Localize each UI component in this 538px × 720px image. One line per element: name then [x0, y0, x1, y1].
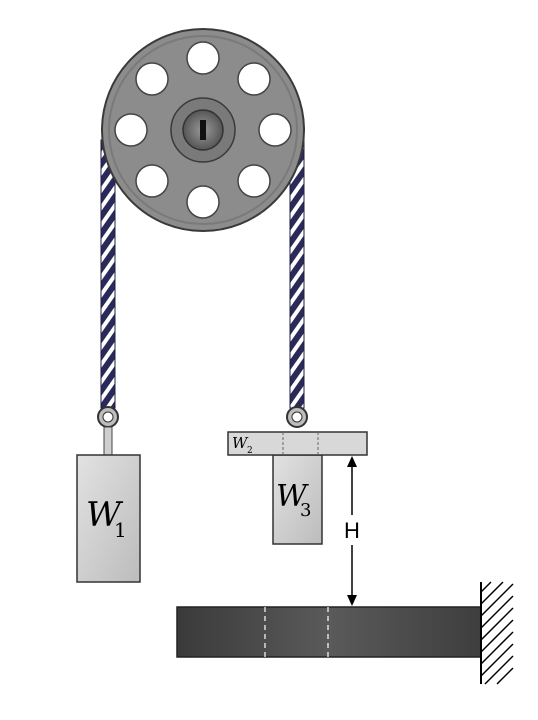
pulley-hole	[258, 113, 292, 147]
block-w1	[76, 454, 141, 583]
pulley-hole	[186, 185, 220, 219]
hook-left	[97, 406, 119, 456]
label-w3: W	[276, 479, 309, 514]
label-w2: W	[232, 434, 249, 452]
hook-right	[286, 406, 308, 428]
pulley-hole	[186, 41, 220, 75]
label-w1-sub: 1	[114, 518, 127, 542]
rope-right	[289, 139, 305, 409]
cantilever-bar	[176, 606, 482, 658]
pulley-hole	[114, 113, 148, 147]
pulley-axle-slot	[200, 120, 206, 140]
pulley-hole	[135, 62, 169, 96]
wall-support	[480, 581, 514, 685]
pulley-hole	[237, 62, 271, 96]
label-w3-sub: 3	[300, 500, 311, 521]
pulley-hole	[135, 164, 169, 198]
height-dimension	[340, 456, 364, 606]
block-w2	[227, 431, 368, 456]
pulley-wheel	[101, 28, 305, 232]
label-height: H	[344, 518, 360, 543]
label-w1: W	[86, 495, 124, 535]
block-w3	[272, 454, 323, 545]
pulley-hole	[237, 164, 271, 198]
label-w2-sub: 2	[247, 446, 253, 456]
rope-left	[100, 139, 116, 409]
